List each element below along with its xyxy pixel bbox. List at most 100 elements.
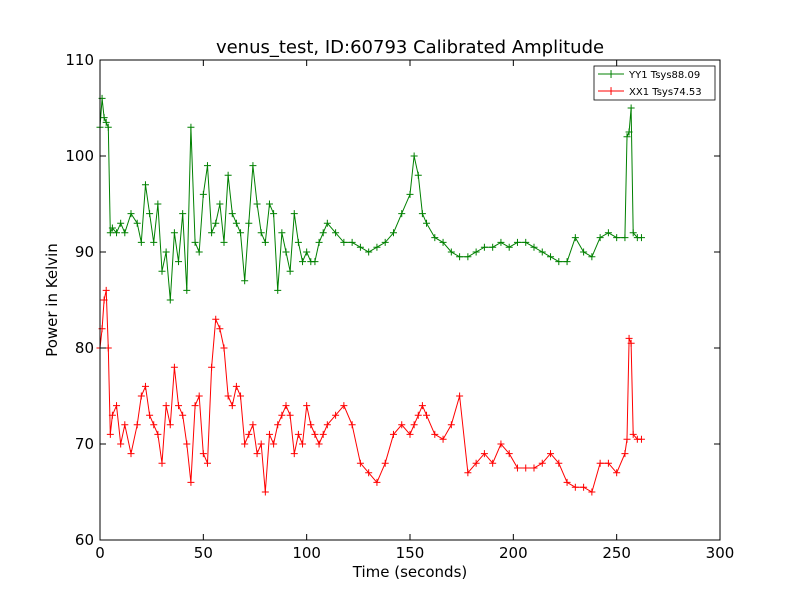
data-point-yy1 — [613, 234, 621, 242]
data-point-yy1 — [625, 128, 633, 136]
data-point-yy1 — [629, 229, 637, 237]
data-point-yy1 — [555, 258, 563, 266]
data-point-yy1 — [170, 229, 178, 237]
data-point-yy1 — [530, 243, 538, 251]
data-point-yy1 — [294, 238, 302, 246]
legend-box — [593, 65, 716, 101]
data-point-xx1 — [191, 402, 199, 410]
data-point-xx1 — [418, 402, 426, 410]
data-point-yy1 — [286, 267, 294, 275]
data-point-yy1 — [282, 248, 290, 256]
data-point-xx1 — [311, 430, 319, 438]
data-point-xx1 — [199, 450, 207, 458]
data-point-xx1 — [522, 464, 530, 472]
data-point-yy1 — [203, 162, 211, 170]
data-point-xx1 — [294, 430, 302, 438]
data-point-yy1 — [547, 253, 555, 261]
data-point-yy1 — [232, 219, 240, 227]
data-point-xx1 — [365, 469, 373, 477]
data-point-xx1 — [113, 402, 121, 410]
data-point-xx1 — [456, 392, 464, 400]
data-point-xx1 — [472, 459, 480, 467]
data-point-xx1 — [431, 430, 439, 438]
data-point-yy1 — [265, 200, 273, 208]
data-point-yy1 — [195, 248, 203, 256]
x-axis-title: Time (seconds) — [352, 563, 468, 581]
y-tick-label: 80 — [75, 339, 94, 357]
data-point-xx1 — [237, 392, 245, 400]
data-point-xx1 — [146, 411, 154, 419]
data-point-xx1 — [323, 421, 331, 429]
series-line-xx1 — [99, 290, 642, 493]
data-point-yy1 — [133, 219, 141, 227]
data-point-xx1 — [245, 430, 253, 438]
y-tick-label: 110 — [65, 51, 94, 69]
data-point-yy1 — [108, 224, 116, 232]
data-point-yy1 — [431, 234, 439, 242]
y-tick-label: 60 — [75, 531, 94, 549]
data-point-xx1 — [208, 363, 216, 371]
data-point-xx1 — [232, 382, 240, 390]
data-point-yy1 — [100, 114, 108, 122]
data-point-xx1 — [162, 402, 170, 410]
data-point-xx1 — [623, 435, 631, 443]
data-point-yy1 — [183, 286, 191, 294]
data-point-yy1 — [596, 234, 604, 242]
data-point-yy1 — [104, 123, 112, 131]
data-point-xx1 — [137, 392, 145, 400]
data-point-yy1 — [538, 248, 546, 256]
data-point-yy1 — [146, 210, 154, 218]
data-point-xx1 — [228, 402, 236, 410]
data-point-yy1 — [299, 258, 307, 266]
data-point-yy1 — [175, 258, 183, 266]
data-point-xx1 — [106, 430, 114, 438]
data-point-yy1 — [637, 234, 645, 242]
data-point-xx1 — [332, 411, 340, 419]
data-point-xx1 — [406, 430, 414, 438]
data-point-yy1 — [489, 243, 497, 251]
data-point-yy1 — [563, 258, 571, 266]
data-point-yy1 — [158, 267, 166, 275]
data-point-yy1 — [418, 210, 426, 218]
data-point-yy1 — [381, 238, 389, 246]
series-layer — [96, 94, 645, 496]
data-point-yy1 — [257, 229, 265, 237]
data-point-xx1 — [580, 483, 588, 491]
data-point-yy1 — [604, 229, 612, 237]
data-point-xx1 — [588, 488, 596, 496]
data-point-yy1 — [150, 238, 158, 246]
data-point-yy1 — [154, 200, 162, 208]
y-axis-title: Power in Kelvin — [43, 243, 61, 357]
data-point-xx1 — [373, 478, 381, 486]
data-point-xx1 — [270, 440, 278, 448]
data-point-xx1 — [563, 478, 571, 486]
data-point-yy1 — [162, 248, 170, 256]
data-point-yy1 — [323, 219, 331, 227]
data-point-yy1 — [348, 238, 356, 246]
data-point-yy1 — [332, 229, 340, 237]
data-point-xx1 — [414, 411, 422, 419]
data-point-yy1 — [141, 181, 149, 189]
x-tick-label: 300 — [706, 544, 735, 562]
data-point-yy1 — [166, 296, 174, 304]
data-point-yy1 — [365, 248, 373, 256]
data-point-xx1 — [497, 440, 505, 448]
data-point-yy1 — [621, 234, 629, 242]
data-point-xx1 — [166, 421, 174, 429]
data-point-yy1 — [121, 229, 129, 237]
data-point-xx1 — [629, 430, 637, 438]
data-point-yy1 — [447, 248, 455, 256]
data-point-xx1 — [447, 421, 455, 429]
data-point-xx1 — [170, 363, 178, 371]
data-point-yy1 — [311, 258, 319, 266]
data-point-xx1 — [596, 459, 604, 467]
data-point-yy1 — [373, 243, 381, 251]
series-yy1 — [96, 94, 645, 304]
data-point-xx1 — [303, 402, 311, 410]
data-point-xx1 — [154, 430, 162, 438]
data-point-xx1 — [621, 450, 629, 458]
data-point-xx1 — [381, 459, 389, 467]
data-point-xx1 — [158, 459, 166, 467]
data-point-yy1 — [319, 229, 327, 237]
